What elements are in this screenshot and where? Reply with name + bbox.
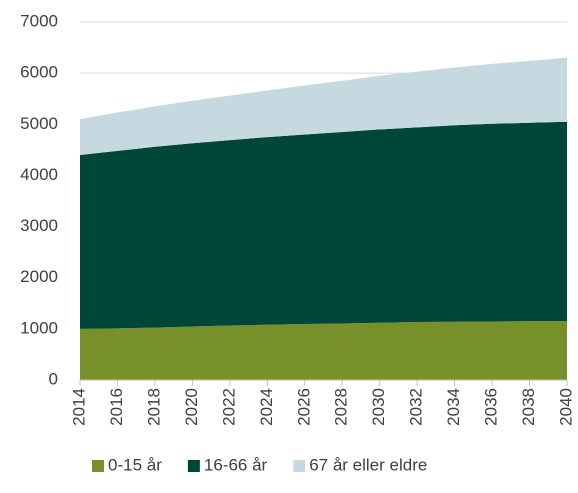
x-tick-label: 2040: [556, 388, 575, 426]
area: [80, 57, 567, 155]
legend-label: 67 år eller eldre: [309, 455, 427, 474]
y-tick-label: 0: [49, 369, 58, 388]
y-tick-label: 3000: [20, 216, 58, 235]
x-tick-label: 2016: [107, 388, 126, 426]
y-tick-label: 4000: [20, 165, 58, 184]
legend-swatch: [293, 460, 306, 472]
x-tick-label: 2036: [482, 388, 501, 426]
x-tick-label: 2038: [519, 388, 538, 426]
x-tick-label: 2026: [294, 388, 313, 426]
area: [80, 121, 567, 329]
x-tick-label: 2018: [144, 388, 163, 426]
y-tick-label: 5000: [20, 114, 58, 133]
x-tick-label: 2022: [219, 388, 238, 426]
y-tick-label: 7000: [20, 11, 58, 30]
y-tick-label: 2000: [20, 267, 58, 286]
x-tick-label: 2024: [257, 388, 276, 426]
legend-swatch: [187, 460, 200, 472]
y-tick-label: 1000: [20, 318, 58, 337]
x-tick-label: 2028: [332, 388, 351, 426]
legend-label: 0-15 år: [108, 455, 162, 474]
legend-label: 16-66 år: [204, 455, 268, 474]
area: [80, 321, 567, 380]
x-tick-label: 2030: [369, 388, 388, 426]
x-tick-label: 2032: [407, 388, 426, 426]
x-tick-label: 2020: [182, 388, 201, 426]
y-tick-label: 6000: [20, 63, 58, 82]
legend-swatch: [92, 460, 104, 472]
x-tick-label: 2034: [444, 388, 463, 426]
x-tick-label: 2014: [69, 388, 88, 426]
